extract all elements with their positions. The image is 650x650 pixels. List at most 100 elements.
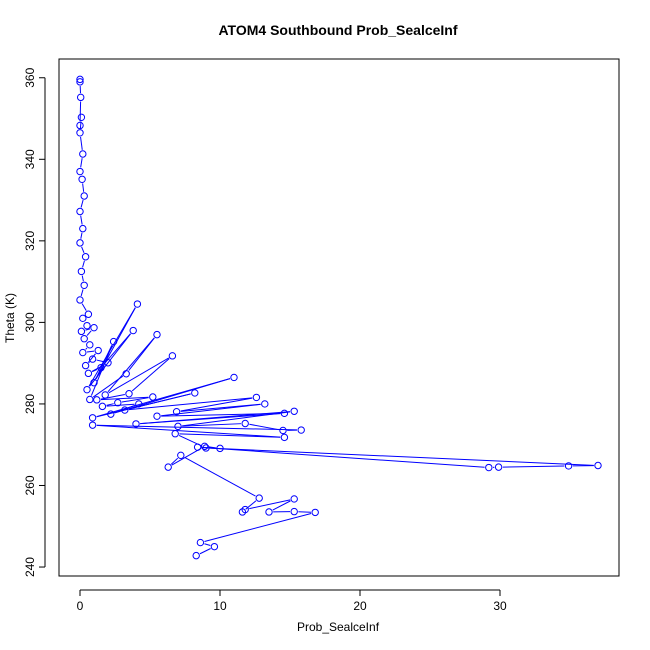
data-point: [76, 167, 84, 176]
data-point: [76, 296, 84, 304]
series-segment: [81, 303, 87, 311]
data-point: [290, 495, 298, 503]
x-tick-label: 20: [353, 599, 367, 613]
data-point: [77, 113, 86, 122]
series-segment: [502, 465, 565, 468]
data-point: [191, 389, 199, 397]
data-point: [80, 335, 88, 343]
data-point: [202, 444, 210, 452]
data-point: [216, 444, 224, 453]
data-point: [77, 267, 86, 276]
y-axis-label: Theta (K): [3, 293, 17, 343]
data-point: [241, 505, 249, 514]
series-segment: [170, 457, 179, 465]
data-point: [101, 391, 109, 399]
data-point: [171, 430, 179, 438]
data-point: [290, 407, 298, 415]
data-point: [164, 463, 172, 471]
data-point: [485, 463, 493, 472]
x-axis-label: Prob_SealceInf: [297, 620, 380, 634]
series-segment: [249, 423, 279, 431]
x-tick-label: 0: [77, 599, 84, 613]
y-axis: 240 260 280 300 320 340 360: [23, 67, 46, 577]
series-segment: [199, 548, 211, 555]
data-point: [114, 399, 122, 407]
data-point: [76, 121, 84, 130]
data-point: [76, 78, 84, 86]
series-segment: [96, 424, 298, 431]
series-segment: [81, 275, 84, 282]
series-segment: [140, 411, 291, 425]
series-segment: [249, 499, 291, 510]
data-point: [196, 538, 205, 547]
series-segment: [92, 368, 98, 373]
data-point: [88, 414, 97, 422]
series-segment: [208, 446, 216, 449]
series-segment: [88, 361, 90, 364]
data-point: [149, 393, 157, 401]
data-point: [135, 400, 143, 408]
series-segment: [272, 500, 291, 511]
series-segment: [204, 543, 211, 546]
series-segment: [179, 433, 281, 438]
data-point: [129, 326, 137, 335]
series-segment: [100, 396, 149, 401]
data-point: [121, 406, 129, 414]
data-point: [564, 462, 573, 470]
data-point: [311, 508, 319, 517]
series-segment: [106, 403, 135, 407]
data-point: [81, 253, 90, 261]
series-segment: [86, 350, 95, 353]
series-segment: [184, 456, 256, 497]
data-point: [78, 175, 86, 183]
data-point: [261, 400, 269, 408]
y-tick-label: 300: [23, 312, 37, 332]
data-point: [104, 359, 112, 367]
series-segment: [128, 397, 253, 411]
data-point: [80, 281, 88, 289]
y-tick-label: 280: [23, 394, 37, 414]
data-point: [125, 390, 133, 398]
y-tick-label: 260: [23, 475, 37, 495]
series-segment: [80, 136, 83, 150]
data-point: [97, 363, 105, 372]
data-point: [210, 542, 219, 551]
series-segment: [86, 330, 92, 336]
series-segment: [201, 446, 485, 468]
series-segment: [180, 397, 253, 412]
data-point: [279, 426, 287, 435]
x-axis: 0 10 20 30: [77, 589, 507, 613]
data-point: [81, 361, 90, 370]
data-point: [109, 337, 118, 346]
data-point: [133, 300, 142, 308]
series-segment: [80, 289, 84, 297]
data-point: [193, 443, 202, 451]
series-segment: [82, 260, 85, 268]
data-point: [76, 129, 84, 137]
series-segment: [161, 403, 261, 417]
data-point: [177, 451, 185, 460]
data-point: [494, 463, 503, 471]
data-point: [230, 373, 238, 382]
y-tick-label: 360: [23, 67, 37, 87]
series-segment: [245, 500, 257, 510]
data-point: [79, 348, 87, 357]
data-point: [77, 327, 86, 336]
data-point: [297, 426, 305, 434]
series-segment: [80, 199, 84, 208]
data-point: [76, 239, 84, 247]
data-point: [172, 407, 181, 416]
series-segment: [88, 307, 136, 387]
data-point: [79, 224, 87, 233]
data-point: [200, 442, 209, 451]
series-segment: [85, 347, 88, 350]
series-segment: [182, 411, 291, 427]
series-segment: [121, 397, 149, 403]
series-segment: [96, 424, 281, 438]
data-point: [94, 346, 102, 355]
data-point: [241, 419, 249, 428]
data-point: [88, 355, 97, 363]
data-point: [86, 341, 94, 349]
data-point: [79, 150, 87, 158]
data-point: [132, 420, 140, 428]
